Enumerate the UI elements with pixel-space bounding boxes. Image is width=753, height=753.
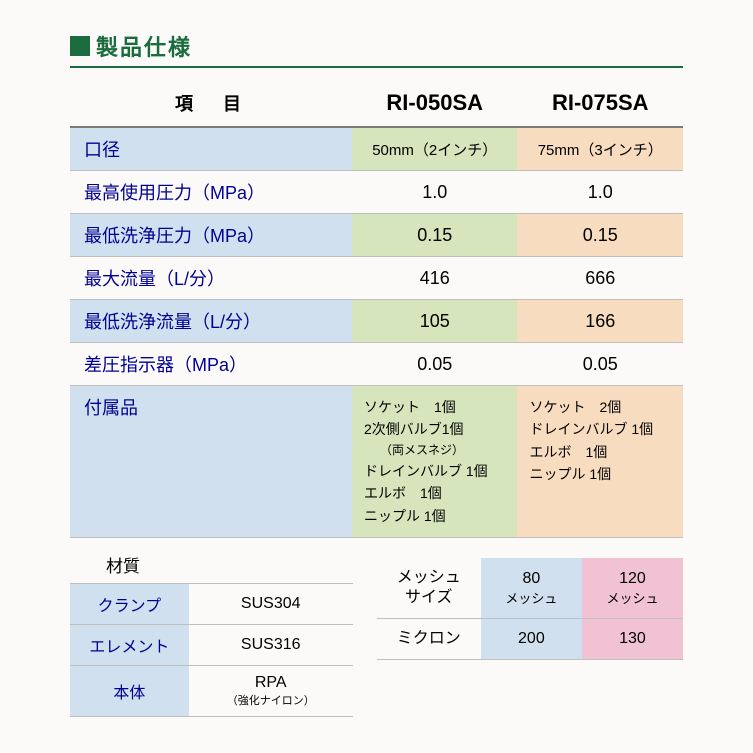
mesh-section: メッシュ サイズ 80 メッシュ 120 メッシュ ミクロン 200 130 bbox=[377, 546, 683, 717]
cell-a: 105 bbox=[352, 300, 518, 343]
mat-value: SUS316 bbox=[189, 625, 353, 666]
header-row: 項 目 RI-050SA RI-075SA bbox=[70, 80, 683, 127]
table-row: 最大流量（L/分）416666 bbox=[70, 257, 683, 300]
material-section: 材質 クランプSUS304エレメントSUS316本体RPA（強化ナイロン） bbox=[70, 546, 353, 717]
heading-underline bbox=[70, 66, 683, 68]
cell-b: 0.15 bbox=[517, 214, 683, 257]
acc-a-line5: ニップル 1個 bbox=[364, 505, 506, 527]
mesh-120-unit: メッシュ bbox=[586, 588, 679, 607]
mat-value: SUS304 bbox=[189, 584, 353, 625]
row-label: 最低洗浄流量（L/分） bbox=[70, 300, 352, 343]
mesh-size-label: メッシュ サイズ bbox=[377, 558, 481, 619]
cell-b: 75mm（3インチ） bbox=[517, 127, 683, 171]
table-row: 口径50mm（2インチ）75mm（3インチ） bbox=[70, 127, 683, 171]
heading-square-icon bbox=[70, 36, 90, 56]
table-row: 最低洗浄圧力（MPa）0.150.15 bbox=[70, 214, 683, 257]
table-row: 最高使用圧力（MPa）1.01.0 bbox=[70, 171, 683, 214]
header-item: 項 目 bbox=[70, 80, 352, 127]
cell-a: 50mm（2インチ） bbox=[352, 127, 518, 171]
header-model-b: RI-075SA bbox=[517, 80, 683, 127]
material-title: 材質 bbox=[70, 546, 353, 584]
mesh-label-l1: メッシュ bbox=[397, 569, 461, 586]
cell-b: 1.0 bbox=[517, 171, 683, 214]
mesh-80-cell: 80 メッシュ bbox=[481, 558, 582, 619]
section-heading: 製品仕様 bbox=[70, 30, 683, 62]
cell-b: 166 bbox=[517, 300, 683, 343]
acc-a-line2sub: （両メスネジ） bbox=[364, 441, 506, 460]
micron-80: 200 bbox=[481, 619, 582, 660]
mat-label: 本体 bbox=[70, 666, 189, 717]
acc-b-line4: ニップル 1個 bbox=[529, 463, 671, 485]
acc-a-line1: ソケット 1個 bbox=[364, 396, 506, 418]
row-label: 最高使用圧力（MPa） bbox=[70, 171, 352, 214]
mat-label: クランプ bbox=[70, 584, 189, 625]
row-label: 差圧指示器（MPa） bbox=[70, 343, 352, 386]
cell-a: 0.05 bbox=[352, 343, 518, 386]
material-row: クランプSUS304 bbox=[70, 584, 353, 625]
micron-120: 130 bbox=[582, 619, 683, 660]
mesh-80-val: 80 bbox=[522, 570, 540, 587]
material-table: クランプSUS304エレメントSUS316本体RPA（強化ナイロン） bbox=[70, 584, 353, 717]
heading-text: 製品仕様 bbox=[96, 30, 192, 62]
acc-b-line3: エルボ 1個 bbox=[529, 441, 671, 463]
accessories-row: 付属品 ソケット 1個 2次側バルブ1個 （両メスネジ） ドレインバルブ 1個 … bbox=[70, 386, 683, 538]
lower-section: 材質 クランプSUS304エレメントSUS316本体RPA（強化ナイロン） メッ… bbox=[70, 546, 683, 717]
micron-label: ミクロン bbox=[377, 619, 481, 660]
spec-table: 項 目 RI-050SA RI-075SA 口径50mm（2インチ）75mm（3… bbox=[70, 80, 683, 538]
acc-b-line2: ドレインバルブ 1個 bbox=[529, 418, 671, 440]
mesh-row-2: ミクロン 200 130 bbox=[377, 619, 683, 660]
mesh-120-val: 120 bbox=[619, 570, 646, 587]
mesh-label-l2: サイズ bbox=[405, 589, 453, 606]
row-label: 口径 bbox=[70, 127, 352, 171]
acc-a-line3: ドレインバルブ 1個 bbox=[364, 460, 506, 482]
mat-sub: （強化ナイロン） bbox=[195, 692, 347, 708]
material-row: 本体RPA（強化ナイロン） bbox=[70, 666, 353, 717]
cell-b: 0.05 bbox=[517, 343, 683, 386]
material-row: エレメントSUS316 bbox=[70, 625, 353, 666]
acc-a-line2: 2次側バルブ1個 bbox=[364, 418, 506, 440]
table-row: 最低洗浄流量（L/分）105166 bbox=[70, 300, 683, 343]
row-label: 最低洗浄圧力（MPa） bbox=[70, 214, 352, 257]
mat-value: RPA（強化ナイロン） bbox=[189, 666, 353, 717]
table-row: 差圧指示器（MPa）0.050.05 bbox=[70, 343, 683, 386]
cell-a: 1.0 bbox=[352, 171, 518, 214]
mat-label: エレメント bbox=[70, 625, 189, 666]
header-model-a: RI-050SA bbox=[352, 80, 518, 127]
mesh-80-unit: メッシュ bbox=[485, 588, 578, 607]
mesh-120-cell: 120 メッシュ bbox=[582, 558, 683, 619]
row-label: 最大流量（L/分） bbox=[70, 257, 352, 300]
mesh-row-1: メッシュ サイズ 80 メッシュ 120 メッシュ bbox=[377, 558, 683, 619]
cell-a: 416 bbox=[352, 257, 518, 300]
acc-col-b: ソケット 2個 ドレインバルブ 1個 エルボ 1個 ニップル 1個 bbox=[517, 386, 683, 538]
cell-b: 666 bbox=[517, 257, 683, 300]
acc-a-line4: エルボ 1個 bbox=[364, 482, 506, 504]
acc-label: 付属品 bbox=[70, 386, 352, 538]
mesh-table: メッシュ サイズ 80 メッシュ 120 メッシュ ミクロン 200 130 bbox=[377, 558, 683, 660]
acc-b-line1: ソケット 2個 bbox=[529, 396, 671, 418]
acc-col-a: ソケット 1個 2次側バルブ1個 （両メスネジ） ドレインバルブ 1個 エルボ … bbox=[352, 386, 518, 538]
cell-a: 0.15 bbox=[352, 214, 518, 257]
